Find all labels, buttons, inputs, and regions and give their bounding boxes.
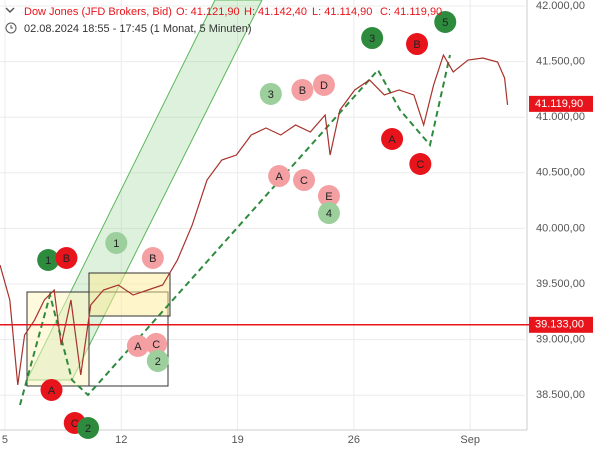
wave-marker-label: 2: [85, 423, 91, 435]
wave-marker-label: A: [275, 171, 283, 183]
wave-marker-label: 1: [113, 238, 119, 250]
header: [5, 7, 17, 34]
wave-marker: [361, 27, 384, 50]
header-text: Dow Jones (JFD Brokers, Bid): [24, 6, 172, 18]
collapse-icon[interactable]: [5, 7, 15, 14]
y-tick-label: 40.000,00: [536, 222, 585, 234]
wave-marker-label: 3: [369, 33, 375, 45]
price-line-label: 39.133,00: [535, 319, 584, 331]
wave-marker-label: D: [320, 80, 328, 92]
wave-marker-label: 4: [326, 208, 332, 220]
wave-marker: [406, 33, 429, 56]
drawings: [19, 0, 451, 406]
wave-marker: [268, 165, 291, 188]
clock-icon: [5, 22, 17, 34]
clock-icon: [10, 25, 13, 29]
wave-marker-label: B: [413, 39, 420, 51]
wave-marker: [312, 73, 335, 96]
wave-marker: [317, 185, 340, 208]
last-price-label: 41.119,90: [535, 98, 583, 110]
header-text: H: 41.142,40: [244, 6, 307, 18]
box: [88, 272, 171, 317]
y-tick-label: 40.500,00: [536, 167, 585, 179]
wave-marker: [105, 231, 128, 254]
header-text: (1 Monat, 5 Minuten): [150, 23, 252, 35]
wave-marker: [259, 82, 282, 105]
x-tick-label: 19: [231, 434, 243, 446]
wave-marker-label: B: [299, 85, 306, 97]
wave-marker-label: B: [63, 253, 70, 265]
y-tick-label: 42.000,00: [536, 0, 585, 12]
y-tick-label: 38.500,00: [536, 389, 585, 401]
wave-marker-label: B: [149, 253, 156, 265]
wave-marker: [293, 169, 316, 192]
wave-marker-label: C: [300, 175, 308, 187]
price-line-box: [529, 316, 593, 333]
y-tick-label: 41.500,00: [536, 56, 585, 68]
wave-marker-label: 3: [268, 89, 274, 101]
x-tick-label: 26: [348, 434, 360, 446]
wave-line: [19, 54, 451, 406]
header-text: C: 41.119,90: [380, 6, 442, 18]
header-text: L: 41.114,90: [312, 6, 372, 18]
wave-marker: [291, 78, 314, 101]
wave-marker: [141, 246, 164, 269]
x-tick-label: Sep: [460, 434, 480, 446]
y-tick-label: 41.000,00: [536, 111, 585, 123]
wave-marker-label: 2: [155, 356, 161, 368]
y-tick-label: 39.500,00: [536, 278, 585, 290]
wave-marker: [381, 127, 404, 150]
box: [26, 291, 90, 387]
wave-marker: [126, 334, 149, 357]
wave-marker-label: C: [152, 339, 160, 351]
wave-marker: [55, 246, 78, 269]
header-text: O: 41.121,90: [176, 6, 240, 18]
wave-marker-label: E: [325, 191, 332, 203]
wave-marker-label: A: [388, 134, 396, 146]
price-series: [0, 53, 509, 386]
wave-marker: [317, 202, 340, 225]
wave-marker: [434, 11, 457, 34]
wave-marker-label: C: [416, 159, 424, 171]
wave-marker-label: 1: [45, 255, 51, 267]
wave-marker-label: A: [48, 385, 56, 397]
wave-marker-label: C: [71, 418, 79, 430]
x-tick-label: 5: [2, 434, 8, 446]
wave-marker-label: A: [134, 341, 142, 353]
wave-marker: [409, 153, 432, 176]
wave-marker: [77, 416, 100, 439]
y-tick-label: 39.000,00: [536, 334, 585, 346]
wave-marker: [37, 248, 60, 271]
wave-marker: [145, 332, 168, 355]
wave-marker: [40, 378, 63, 401]
header-text: 02.08.2024 18:55 - 17:45: [24, 23, 147, 35]
wave-marker: [146, 349, 169, 372]
x-tick-label: 12: [115, 434, 127, 446]
last-price-box: [529, 95, 593, 112]
wave-marker-label: 5: [442, 17, 448, 29]
